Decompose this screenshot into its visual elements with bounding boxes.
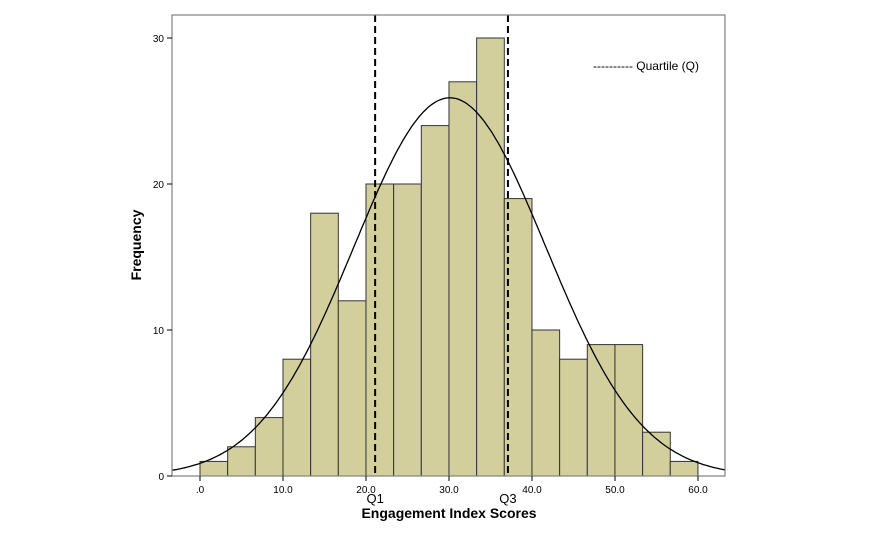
normal-curve <box>172 97 725 471</box>
y-tick-label: 20 <box>153 180 165 191</box>
histogram-bar <box>559 358 588 477</box>
histogram-bar <box>310 212 339 477</box>
y-tick-label: 30 <box>153 34 165 45</box>
x-tick-label: 50.0 <box>605 485 625 496</box>
histogram-bar <box>669 460 699 477</box>
y-tick-label: 10 <box>153 326 165 337</box>
histogram-bar <box>227 446 256 477</box>
x-tick-label: 20.0 <box>356 485 376 496</box>
y-axis-label: Frequency <box>128 209 144 280</box>
legend-quartile: ---------- Quartile (Q) <box>593 59 699 73</box>
x-tick-label: 60.0 <box>688 485 708 496</box>
histogram-bar <box>420 125 450 477</box>
quartile-label-q1: Q1 <box>366 491 383 506</box>
y-tick-label: 0 <box>158 472 164 483</box>
histogram-bar <box>586 344 616 477</box>
histogram-bar <box>365 183 395 477</box>
quartile-label-q3: Q3 <box>499 491 516 506</box>
histogram-bar <box>448 81 478 477</box>
x-tick-label: .0 <box>196 485 205 496</box>
histogram-bar <box>337 300 367 477</box>
x-tick-label: 30.0 <box>439 485 459 496</box>
histogram-bar <box>282 358 312 477</box>
histogram-bar <box>254 417 284 477</box>
histogram-bar <box>199 460 229 477</box>
x-tick-label: 40.0 <box>522 485 542 496</box>
histogram-bar <box>476 37 505 477</box>
x-axis-label: Engagement Index Scores <box>361 505 536 521</box>
histogram-bar <box>393 183 422 477</box>
histogram-bar <box>531 329 561 477</box>
x-tick-label: 10.0 <box>273 485 293 496</box>
